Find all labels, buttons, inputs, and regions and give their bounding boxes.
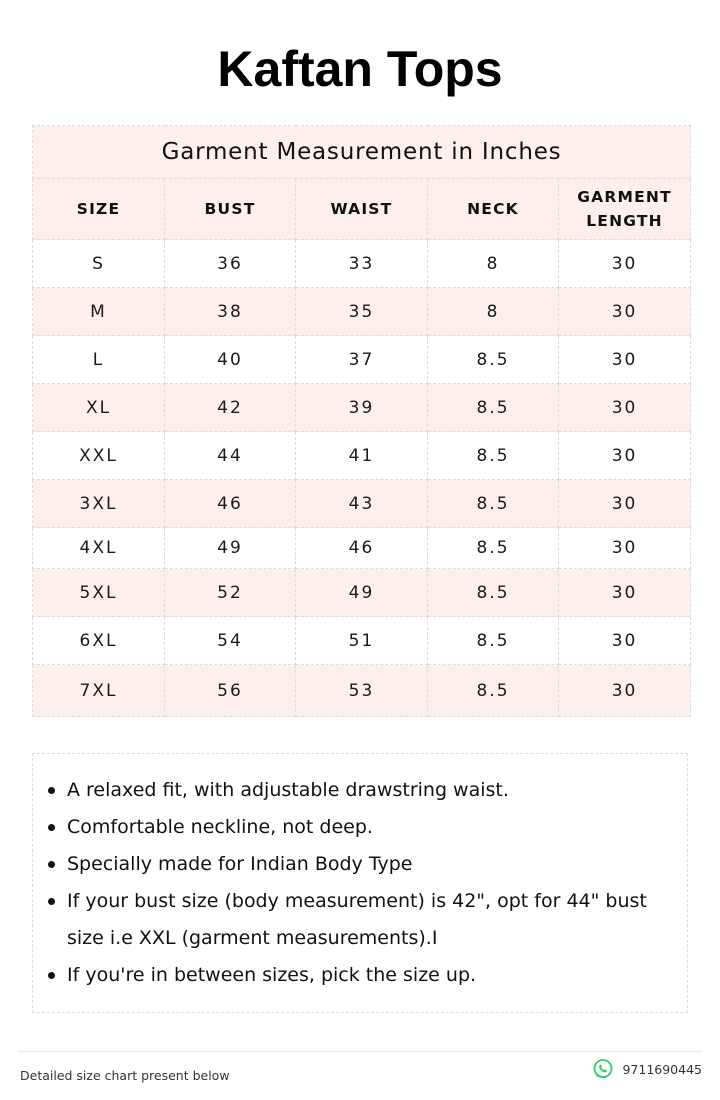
cell-waist: 51	[295, 616, 428, 665]
cell-garment-length: 30	[557, 287, 692, 336]
cell-bust: 40	[164, 335, 296, 384]
table-row: M 38 35 8 30	[32, 287, 692, 336]
cell-bust: 52	[164, 568, 296, 617]
cell-waist: 53	[295, 664, 428, 717]
table-row: 5XL 52 49 8.5 30	[32, 568, 692, 617]
cell-garment-length: 30	[557, 664, 692, 717]
cell-size: 7XL	[32, 664, 165, 717]
cell-bust: 56	[164, 664, 296, 717]
cell-waist: 46	[295, 527, 428, 569]
cell-garment-length: 30	[557, 527, 692, 569]
table-header-row: SIZE BUST WAIST NECK GARMENT LENGTH	[32, 178, 692, 240]
cell-size: 3XL	[32, 479, 165, 528]
cell-neck: 8	[427, 287, 559, 336]
table-body: S 36 33 8 30 M 38 35 8 30 L 40 37 8.5 30 XL 42 39 8.5 30 XXL…	[32, 239, 692, 717]
cell-neck: 8.5	[427, 335, 559, 384]
table-row: 6XL 54 51 8.5 30	[32, 616, 692, 665]
table-row: 3XL 46 43 8.5 30	[32, 479, 692, 528]
cell-garment-length: 30	[557, 479, 692, 528]
cell-waist: 49	[295, 568, 428, 617]
note-item: Specially made for Indian Body Type	[48, 846, 671, 883]
cell-waist: 39	[295, 383, 428, 432]
cell-bust: 42	[164, 383, 296, 432]
cell-bust: 44	[164, 431, 296, 480]
cell-waist: 37	[295, 335, 428, 384]
cell-waist: 43	[295, 479, 428, 528]
table-row: 4XL 49 46 8.5 30	[32, 527, 692, 569]
cell-garment-length: 30	[557, 239, 692, 288]
cell-size: 6XL	[32, 616, 165, 665]
cell-neck: 8.5	[427, 383, 559, 432]
cell-bust: 46	[164, 479, 296, 528]
header-garment-length-line-2: LENGTH	[586, 212, 663, 230]
header-bust: BUST	[164, 178, 296, 240]
cell-bust: 54	[164, 616, 296, 665]
cell-size: 4XL	[32, 527, 165, 569]
cell-neck: 8.5	[427, 431, 559, 480]
footer-divider	[18, 1051, 702, 1052]
cell-garment-length: 30	[557, 431, 692, 480]
fit-notes-box: A relaxed fit, with adjustable drawstrin…	[32, 753, 688, 1013]
cell-size: 5XL	[32, 568, 165, 617]
table-row: XL 42 39 8.5 30	[32, 383, 692, 432]
table-row: XXL 44 41 8.5 30	[32, 431, 692, 480]
cell-neck: 8.5	[427, 527, 559, 569]
note-item: Comfortable neckline, not deep.	[48, 809, 671, 846]
size-table: Garment Measurement in Inches SIZE BUST …	[31, 125, 692, 717]
cell-garment-length: 30	[557, 568, 692, 617]
cell-neck: 8.5	[427, 616, 559, 665]
cell-size: S	[32, 239, 165, 288]
cell-waist: 35	[295, 287, 428, 336]
contact[interactable]: 9711690445	[592, 1058, 702, 1080]
cell-waist: 41	[295, 431, 428, 480]
table-row: 7XL 56 53 8.5 30	[32, 664, 692, 717]
header-size: SIZE	[32, 178, 165, 240]
header-waist: WAIST	[295, 178, 428, 240]
cell-size: XXL	[32, 431, 165, 480]
cell-bust: 38	[164, 287, 296, 336]
header-garment-length: GARMENT LENGTH	[557, 178, 692, 240]
whatsapp-icon	[594, 1059, 613, 1078]
cell-neck: 8.5	[427, 568, 559, 617]
cell-garment-length: 30	[557, 383, 692, 432]
cell-waist: 33	[295, 239, 428, 288]
cell-bust: 49	[164, 527, 296, 569]
phone-number[interactable]: 9711690445	[622, 1061, 702, 1077]
cell-size: XL	[32, 383, 165, 432]
header-neck: NECK	[427, 178, 559, 240]
cell-neck: 8	[427, 239, 559, 288]
cell-size: M	[32, 287, 165, 336]
size-chart: Garment Measurement in Inches SIZE BUST …	[31, 125, 692, 717]
table-row: S 36 33 8 30	[32, 239, 692, 288]
cell-neck: 8.5	[427, 664, 559, 717]
table-caption-row: Garment Measurement in Inches	[31, 125, 692, 179]
cell-bust: 36	[164, 239, 296, 288]
page-title: Kaftan Tops	[217, 41, 503, 97]
cell-size: L	[32, 335, 165, 384]
table-row: L 40 37 8.5 30	[32, 335, 692, 384]
cell-garment-length: 30	[557, 335, 692, 384]
cell-neck: 8.5	[427, 479, 559, 528]
table-caption: Garment Measurement in Inches	[31, 125, 692, 179]
note-item: If your bust size (body measurement) is …	[48, 883, 671, 957]
header-garment-length-line-1: GARMENT	[577, 188, 672, 206]
footer-note: Detailed size chart present below	[20, 1068, 230, 1083]
fit-notes-list: A relaxed fit, with adjustable drawstrin…	[33, 754, 687, 994]
note-item: If you're in between sizes, pick the siz…	[48, 957, 671, 994]
cell-garment-length: 30	[557, 616, 692, 665]
note-item: A relaxed fit, with adjustable drawstrin…	[48, 772, 671, 809]
